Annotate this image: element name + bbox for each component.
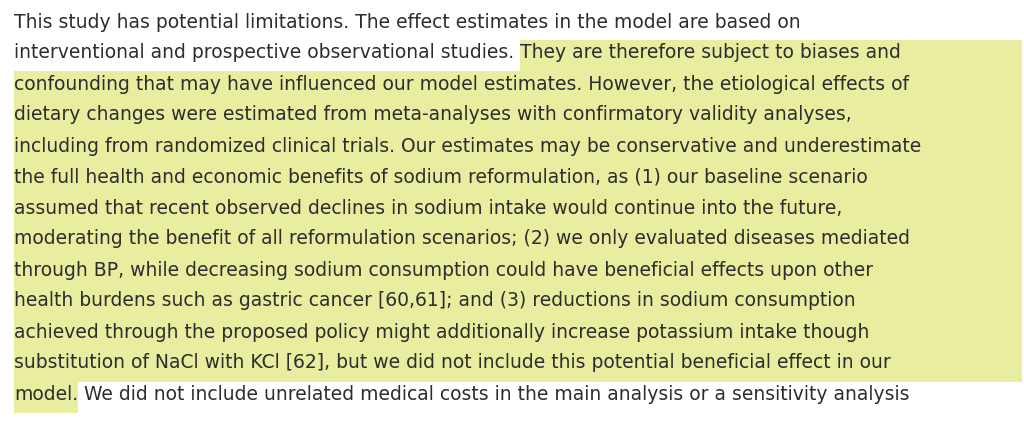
- Text: the full health and economic benefits of sodium reformulation, as (1) our baseli: the full health and economic benefits of…: [14, 168, 867, 187]
- Text: assumed that recent observed declines in sodium intake would continue into the f: assumed that recent observed declines in…: [14, 198, 843, 217]
- Bar: [14, 349, 1022, 382]
- Bar: [14, 226, 1022, 258]
- Text: through BP, while decreasing sodium consumption could have beneficial effects up: through BP, while decreasing sodium cons…: [14, 260, 873, 280]
- Text: moderating the benefit of all reformulation scenarios; (2) we only evaluated dis: moderating the benefit of all reformulat…: [14, 229, 910, 248]
- Bar: [14, 71, 1022, 103]
- Bar: [14, 381, 78, 413]
- Text: They are therefore subject to biases and: They are therefore subject to biases and: [520, 44, 901, 63]
- Text: confounding that may have influenced our model estimates. However, the etiologic: confounding that may have influenced our…: [14, 74, 909, 93]
- Bar: [14, 257, 1022, 289]
- Text: dietary changes were estimated from meta-analyses with confirmatory validity ana: dietary changes were estimated from meta…: [14, 105, 852, 124]
- Text: This study has potential limitations. The effect estimates in the model are base: This study has potential limitations. Th…: [14, 13, 801, 32]
- Bar: [14, 164, 1022, 196]
- Bar: [14, 102, 1022, 134]
- Text: substitution of NaCl with KCl [62], but we did not include this potential benefi: substitution of NaCl with KCl [62], but …: [14, 353, 891, 372]
- Text: model.: model.: [14, 384, 78, 403]
- Bar: [520, 40, 1022, 72]
- Bar: [14, 133, 1022, 165]
- Bar: [14, 288, 1022, 320]
- Bar: [14, 319, 1022, 351]
- Text: interventional and prospective observational studies.: interventional and prospective observati…: [14, 44, 520, 63]
- Bar: [14, 195, 1022, 227]
- Text: including from randomized clinical trials. Our estimates may be conservative and: including from randomized clinical trial…: [14, 137, 922, 156]
- Text: We did not include unrelated medical costs in the main analysis or a sensitivity: We did not include unrelated medical cos…: [78, 384, 909, 403]
- Text: achieved through the proposed policy might additionally increase potassium intak: achieved through the proposed policy mig…: [14, 323, 869, 342]
- Text: health burdens such as gastric cancer [60,61]; and (3) reductions in sodium cons: health burdens such as gastric cancer [6…: [14, 292, 856, 311]
